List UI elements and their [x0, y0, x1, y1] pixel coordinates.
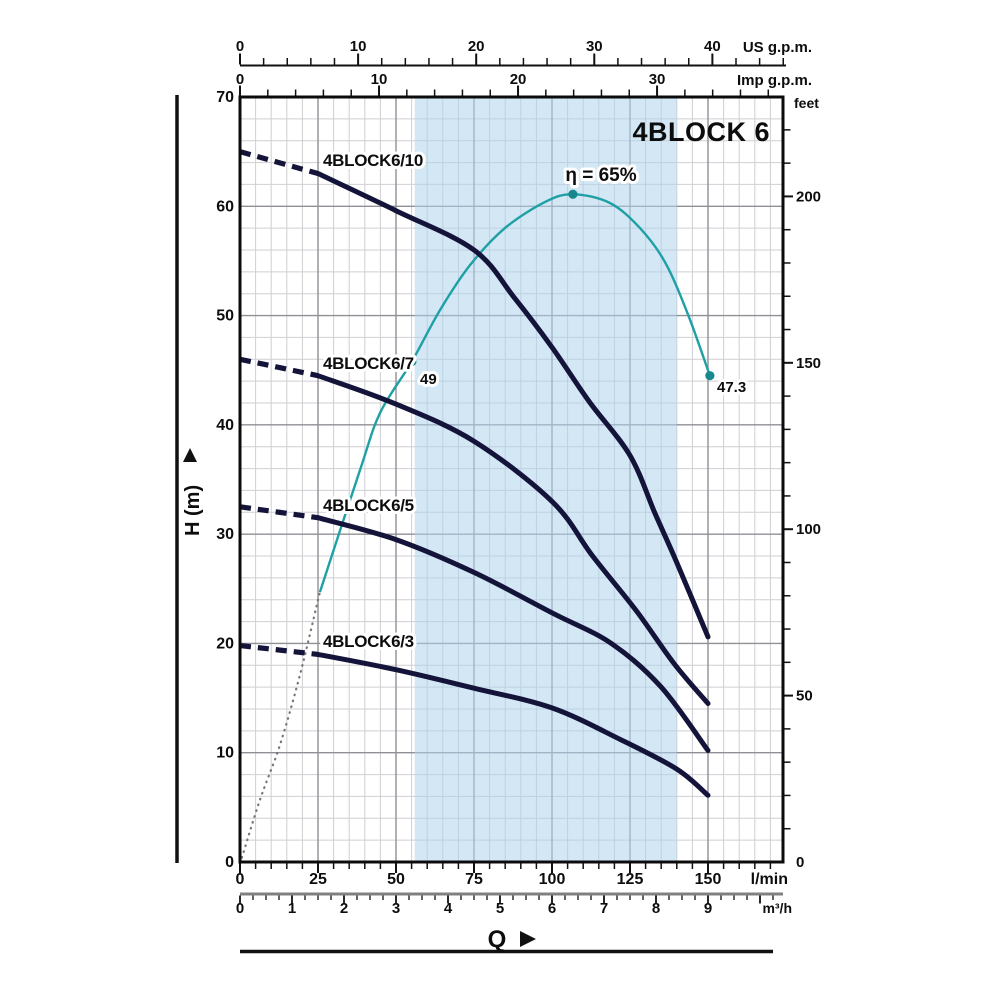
- axis-tick-label: 150: [796, 355, 821, 372]
- axis-tick-label: 5: [496, 900, 504, 917]
- axis-tick-label: 7: [600, 900, 608, 917]
- axis-tick-label: 4: [444, 900, 453, 917]
- curve-4BLOCK6/7: [315, 373, 711, 706]
- axis-tick-label: 60: [216, 198, 234, 215]
- axis-tick-label: 0: [236, 900, 244, 917]
- q-axis-title: Q: [488, 926, 507, 953]
- axis-tick-label: 50: [796, 688, 813, 705]
- axis-tick-label: 30: [586, 38, 603, 55]
- curve-label-4block6-7: 4BLOCK6/7: [323, 354, 414, 373]
- curve-4BLOCK6/3: [315, 651, 711, 798]
- axis-tick-label: 0: [236, 71, 244, 88]
- us-gpm-axis-label: US g.p.m.: [743, 39, 812, 56]
- axis-tick-label: 30: [649, 71, 666, 88]
- efficiency-dot: [407, 356, 417, 367]
- axis-tick-label: 25: [309, 871, 327, 888]
- axis-tick-label: 150: [695, 871, 722, 888]
- chart-labels-layer: 4BLOCK 6 4BLOCK6/10 4BLOCK6/7 4BLOCK6/5 …: [175, 39, 819, 954]
- axis-tick-label: 10: [371, 71, 388, 88]
- curve-dashed-4BLOCK6/7: [239, 356, 319, 379]
- axis-tick-label: 30: [216, 526, 234, 543]
- axis-tick-label: 20: [216, 635, 234, 652]
- axis-tick-label: 75: [465, 871, 483, 888]
- chart-title: 4BLOCK 6: [632, 117, 770, 147]
- operating-range-band: [414, 98, 677, 861]
- curve-label-4block6-10: 4BLOCK6/10: [323, 151, 423, 170]
- axis-tick-label: 20: [510, 71, 527, 88]
- axis-tick-label: 0: [796, 854, 804, 871]
- axis-tick-label: 3: [392, 900, 400, 917]
- efficiency-dot: [568, 189, 578, 199]
- efficiency-dot: [705, 371, 715, 381]
- axis-tick-label: 70: [216, 89, 234, 106]
- h-axis-title: H (m): [182, 485, 204, 536]
- axis-tick-label: 100: [796, 521, 821, 538]
- curve-4BLOCK6/5: [315, 515, 711, 753]
- axis-tick-label: 50: [216, 308, 234, 325]
- axis-tick-label: 100: [539, 871, 566, 888]
- imp-gpm-axis-label: Imp g.p.m.: [737, 72, 812, 89]
- axis-tick-label: 20: [468, 38, 485, 55]
- lmin-axis-label: l/min: [751, 871, 788, 888]
- axis-tick-label: 0: [225, 854, 234, 871]
- curve-dashed-4BLOCK6/3: [239, 643, 319, 657]
- efficiency-curve: [240, 193, 712, 859]
- curve-dashed-4BLOCK6/10: [239, 149, 319, 177]
- curve-label-4block6-3: 4BLOCK6/3: [323, 632, 414, 651]
- axis-tick-label: 50: [387, 871, 405, 888]
- pump-curves: [239, 149, 711, 798]
- axis-tick-label: 1: [288, 900, 296, 917]
- efficiency-left-value: 49: [420, 371, 437, 388]
- axis-tick-label: 40: [704, 38, 721, 55]
- axis-tick-label: 8: [652, 900, 660, 917]
- axis-tick-label: 6: [548, 900, 556, 917]
- efficiency-peak-label: η = 65%: [565, 165, 636, 186]
- axis-tick-label: 10: [216, 745, 234, 762]
- axis-tick-label: 200: [796, 188, 821, 205]
- axis-tick-label: 0: [236, 871, 245, 888]
- axis-tick-label: 10: [350, 38, 367, 55]
- h-arrow-icon: [183, 448, 197, 462]
- axis-tick-label: 40: [216, 417, 234, 434]
- curve-4BLOCK6/10: [315, 171, 711, 640]
- plot-border: [238, 95, 785, 864]
- axis-tick-label: 125: [617, 871, 644, 888]
- axis-tick-label: 0: [236, 38, 244, 55]
- curve-dashed-4BLOCK6/5: [239, 504, 319, 521]
- q-arrow-icon: [520, 931, 536, 947]
- curve-label-4block6-5: 4BLOCK6/5: [323, 496, 414, 515]
- feet-axis-label: feet: [794, 95, 819, 111]
- efficiency-dots: [407, 189, 715, 381]
- m3h-axis-label: m³/h: [762, 900, 792, 916]
- efficiency-right-value: 47.3: [717, 379, 746, 396]
- axis-tick-label: 9: [704, 900, 712, 917]
- axis-tick-label: 2: [340, 900, 348, 917]
